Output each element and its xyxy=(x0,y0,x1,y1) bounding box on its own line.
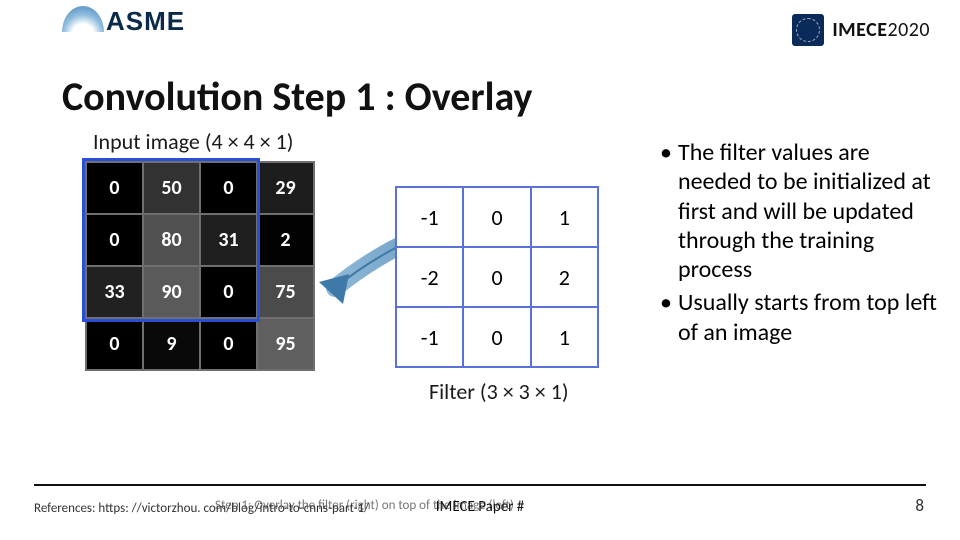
input-grid-wrap: 050029080312339007509095 xyxy=(85,161,315,371)
asme-logo: ASME xyxy=(62,8,185,34)
filter-grid-wrap: -101 -202 -101 Filter (3 × 3 × 1) xyxy=(395,186,599,405)
slide-title: Convolution Step 1 : Overlay xyxy=(62,72,532,121)
input-cell: 75 xyxy=(257,266,314,318)
footer-paper-number: IMECE Paper # xyxy=(436,498,525,516)
filter-cell: -1 xyxy=(396,307,463,367)
input-cell: 0 xyxy=(86,318,143,370)
input-cell: 80 xyxy=(143,214,200,266)
footer-references: References: https: //victorzhou. com/blo… xyxy=(34,501,369,516)
input-cell: 29 xyxy=(257,162,314,214)
input-cell: 0 xyxy=(86,214,143,266)
input-cell: 31 xyxy=(200,214,257,266)
filter-cell: 1 xyxy=(531,187,598,247)
asme-logo-text: ASME xyxy=(106,8,185,34)
imece-light: 2020 xyxy=(887,18,930,42)
input-cell: 9 xyxy=(143,318,200,370)
figure-area: Input image (4 × 4 × 1) 0500290803123390… xyxy=(85,128,645,371)
input-cell: 95 xyxy=(257,318,314,370)
imece-badge-icon xyxy=(792,14,824,46)
input-cell: 33 xyxy=(86,266,143,318)
imece-logo-text: IMECE2020 xyxy=(832,18,930,42)
input-cell: 50 xyxy=(143,162,200,214)
footer-rule xyxy=(34,484,926,486)
input-cell: 0 xyxy=(86,162,143,214)
bullet-item: The filter values are needed to be initi… xyxy=(660,138,940,284)
imece-bold: IMECE xyxy=(832,18,887,42)
input-cell: 0 xyxy=(200,266,257,318)
input-cell: 2 xyxy=(257,214,314,266)
bullet-item: Usually starts from top left of an image xyxy=(660,288,940,347)
asme-globe-icon xyxy=(62,6,104,32)
filter-label: Filter (3 × 3 × 1) xyxy=(429,378,599,405)
filter-cell: -2 xyxy=(396,247,463,307)
footer-page-number: 8 xyxy=(915,495,924,516)
filter-cell: 1 xyxy=(531,307,598,367)
input-grid: 050029080312339007509095 xyxy=(85,161,315,371)
imece-logo: IMECE2020 xyxy=(792,14,930,46)
filter-cell: 0 xyxy=(463,247,530,307)
filter-grid: -101 -202 -101 xyxy=(395,186,599,368)
filter-cell: -1 xyxy=(396,187,463,247)
input-image-label: Input image (4 × 4 × 1) xyxy=(93,128,645,155)
input-cell: 0 xyxy=(200,318,257,370)
slide-root: ASME IMECE2020 Convolution Step 1 : Over… xyxy=(0,0,960,540)
bullet-list: The filter values are needed to be initi… xyxy=(660,138,940,351)
filter-cell: 2 xyxy=(531,247,598,307)
filter-cell: 0 xyxy=(463,307,530,367)
input-cell: 0 xyxy=(200,162,257,214)
input-cell: 90 xyxy=(143,266,200,318)
filter-cell: 0 xyxy=(463,187,530,247)
